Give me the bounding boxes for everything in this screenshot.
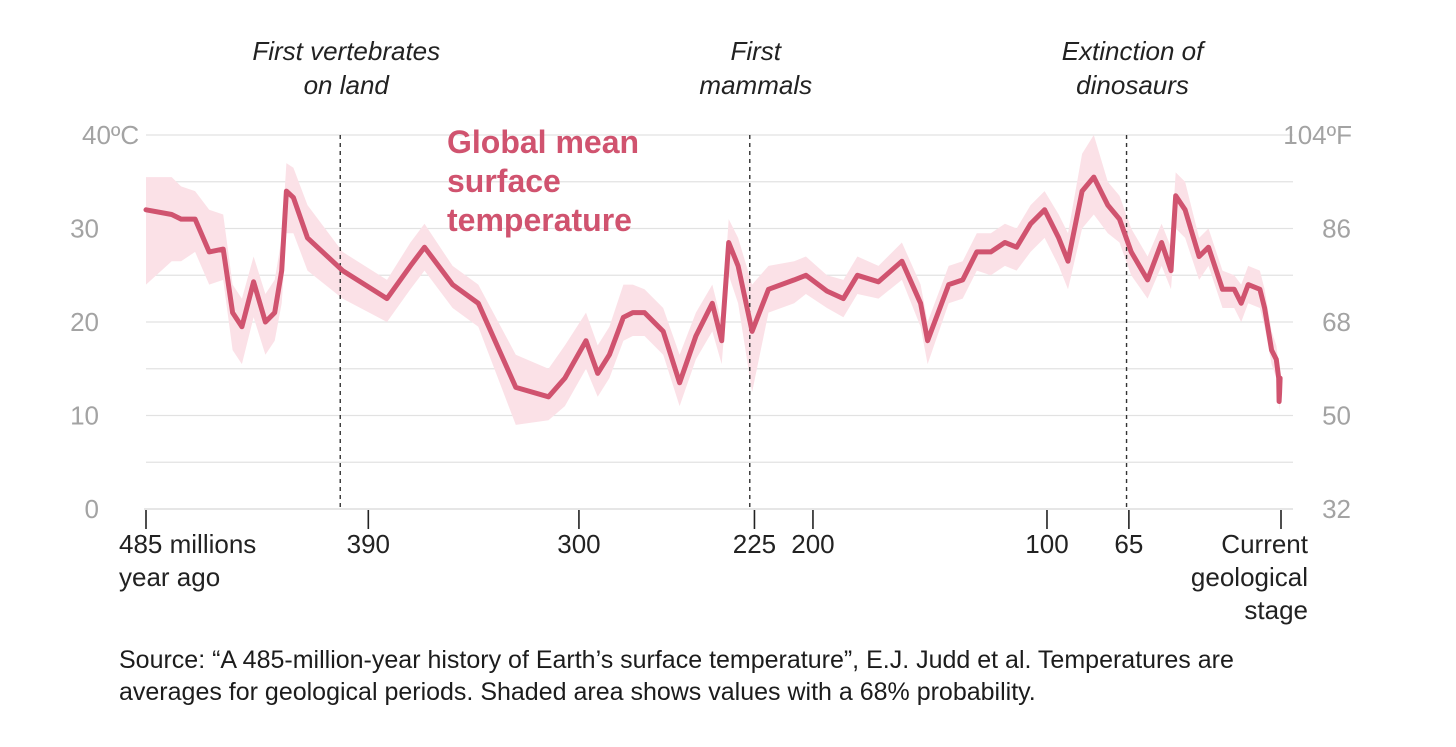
- x-tick-label: 225: [733, 529, 776, 559]
- y-tick-right: 104ºF: [1283, 120, 1352, 150]
- event-label: First: [730, 36, 782, 66]
- x-tick-label: geological: [1191, 562, 1308, 592]
- y-tick-right: 50: [1322, 401, 1351, 431]
- event-label: mammals: [699, 70, 812, 100]
- x-tick-label: 100: [1025, 529, 1068, 559]
- y-tick-right: 68: [1322, 307, 1351, 337]
- x-tick-label: stage: [1244, 595, 1308, 625]
- event-label: on land: [304, 70, 391, 100]
- y-tick-left: 40ºC: [82, 120, 139, 150]
- gridlines: [146, 134, 1293, 463]
- confidence-band-layer: [146, 135, 1281, 425]
- y-tick-left: 30: [70, 214, 99, 244]
- series-title: Global mean: [447, 124, 639, 160]
- y-tick-right: 32: [1322, 494, 1351, 524]
- y-tick-left: 0: [85, 494, 99, 524]
- x-tick-label: year ago: [119, 562, 220, 592]
- x-tick-label: Current: [1221, 529, 1308, 559]
- event-label: Extinction of: [1062, 36, 1206, 66]
- axes: 0 10 20 30 40ºC 32 50 68 86 104ºF 485 millionsyear…: [70, 120, 1352, 625]
- temperature-line: [143, 174, 1283, 404]
- y-tick-left: 10: [70, 401, 99, 431]
- y-tick-right: 86: [1322, 214, 1351, 244]
- chart-labels: First vertebrates on land First mammals Exti…: [252, 36, 1206, 238]
- x-tick-label: 300: [557, 529, 600, 559]
- temperature-chart: 0 10 20 30 40ºC 32 50 68 86 104ºF 485 millionsyear…: [70, 36, 1352, 625]
- x-tick-label: 200: [791, 529, 834, 559]
- y-tick-left: 20: [70, 307, 99, 337]
- x-tick-label: 485 millions: [119, 529, 256, 559]
- confidence-band: [146, 135, 1281, 425]
- x-tick-label: 65: [1114, 529, 1143, 559]
- event-label: dinosaurs: [1076, 70, 1189, 100]
- x-tick-label: 390: [347, 529, 390, 559]
- source-note: Source: “A 485-million-year history of E…: [119, 646, 1234, 706]
- series-line-layer: [143, 174, 1283, 404]
- series-title: temperature: [447, 202, 632, 238]
- series-title: surface: [447, 163, 561, 199]
- event-label: First vertebrates: [252, 36, 440, 66]
